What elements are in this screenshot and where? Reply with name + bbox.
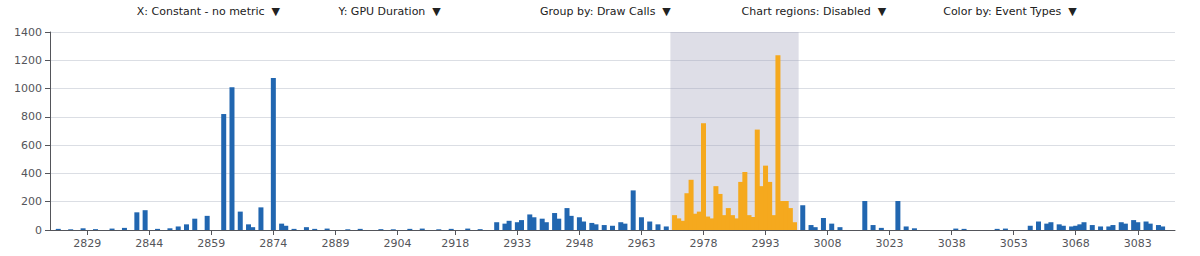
svg-text:2933: 2933: [503, 237, 531, 250]
svg-text:3008: 3008: [814, 237, 842, 250]
svg-text:2948: 2948: [565, 237, 593, 250]
svg-text:1000: 1000: [14, 82, 42, 95]
svg-text:Group by: Draw Calls ▼: Group by: Draw Calls ▼: [540, 5, 671, 18]
svg-text:3053: 3053: [1000, 237, 1028, 250]
svg-text:400: 400: [21, 167, 42, 180]
svg-text:1400: 1400: [14, 26, 42, 39]
svg-text:3068: 3068: [1062, 237, 1090, 250]
svg-text:3023: 3023: [876, 237, 904, 250]
svg-text:800: 800: [21, 110, 42, 123]
svg-text:2918: 2918: [441, 237, 469, 250]
svg-text:2963: 2963: [627, 237, 655, 250]
svg-text:3083: 3083: [1124, 237, 1152, 250]
svg-text:3038: 3038: [938, 237, 966, 250]
svg-text:Color by: Event Types ▼: Color by: Event Types ▼: [943, 5, 1077, 18]
svg-text:2993: 2993: [752, 237, 780, 250]
svg-text:0: 0: [35, 224, 42, 237]
svg-text:1200: 1200: [14, 54, 42, 67]
svg-text:Chart regions: Disabled ▼: Chart regions: Disabled ▼: [742, 5, 887, 18]
svg-text:2904: 2904: [383, 237, 411, 250]
svg-text:X: Constant - no metric ▼: X: Constant - no metric ▼: [137, 5, 281, 18]
svg-text:600: 600: [21, 139, 42, 152]
svg-text:2829: 2829: [73, 237, 101, 250]
svg-text:2874: 2874: [259, 237, 287, 250]
svg-text:2859: 2859: [197, 237, 225, 250]
svg-text:2844: 2844: [135, 237, 163, 250]
svg-text:2978: 2978: [689, 237, 717, 250]
svg-text:2889: 2889: [321, 237, 349, 250]
svg-text:200: 200: [21, 195, 42, 208]
svg-text:Y: GPU Duration ▼: Y: GPU Duration ▼: [337, 5, 441, 18]
